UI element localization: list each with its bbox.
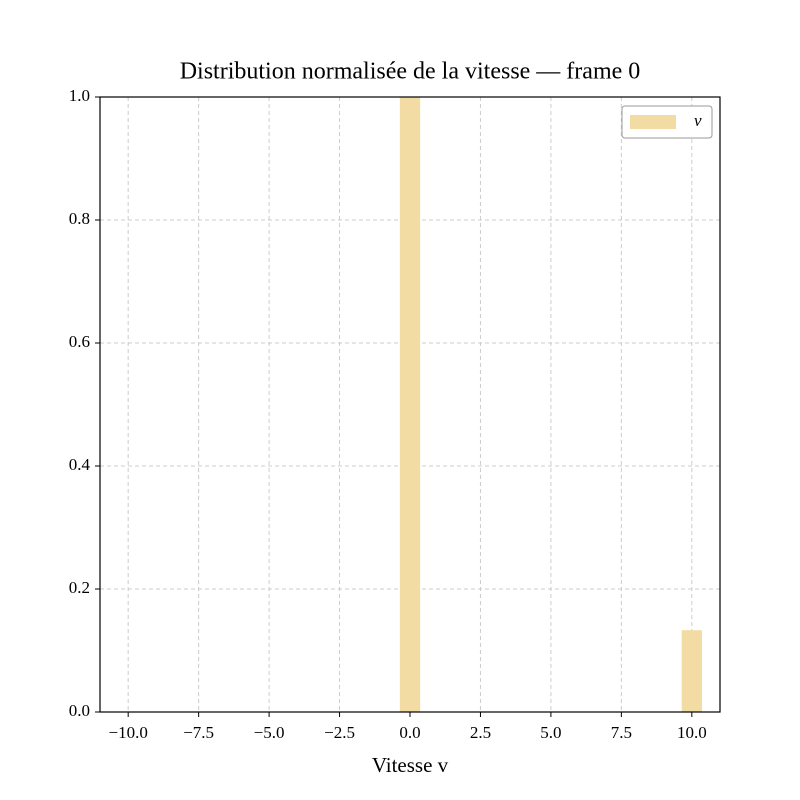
x-tick-label: −2.5 bbox=[324, 723, 355, 742]
y-tick-label: 1.0 bbox=[69, 86, 90, 105]
x-tick-label: 2.5 bbox=[470, 723, 491, 742]
bar bbox=[681, 630, 702, 712]
legend-label: v bbox=[694, 111, 702, 130]
axes: −10.0 −7.5 −5.0 −2.5 0.0 2.5 5.0 7.5 10.0 0.0 0.2 0… bbox=[69, 86, 707, 742]
x-tick-label: 7.5 bbox=[611, 723, 632, 742]
chart-title: Distribution normalisée de la vitesse — … bbox=[180, 59, 641, 85]
legend: v bbox=[621, 105, 713, 139]
x-tick-label: 10.0 bbox=[677, 723, 707, 742]
x-tick-label: −5.0 bbox=[254, 723, 285, 742]
x-axis-label: Vitesse v bbox=[372, 753, 449, 777]
y-tick-label: 0.8 bbox=[69, 209, 90, 228]
y-tick-label: 0.2 bbox=[69, 578, 90, 597]
x-tick-label: −10.0 bbox=[109, 723, 148, 742]
bar bbox=[399, 97, 421, 712]
y-tick-label: 0.6 bbox=[69, 332, 90, 351]
legend-swatch bbox=[630, 115, 676, 129]
y-tick-label: 0.4 bbox=[69, 455, 91, 474]
x-tick-label: −7.5 bbox=[183, 723, 214, 742]
y-tick-label: 0.0 bbox=[69, 701, 90, 720]
x-tick-label: 0.0 bbox=[399, 723, 420, 742]
bars bbox=[399, 97, 702, 712]
x-tick-label: 5.0 bbox=[540, 723, 561, 742]
